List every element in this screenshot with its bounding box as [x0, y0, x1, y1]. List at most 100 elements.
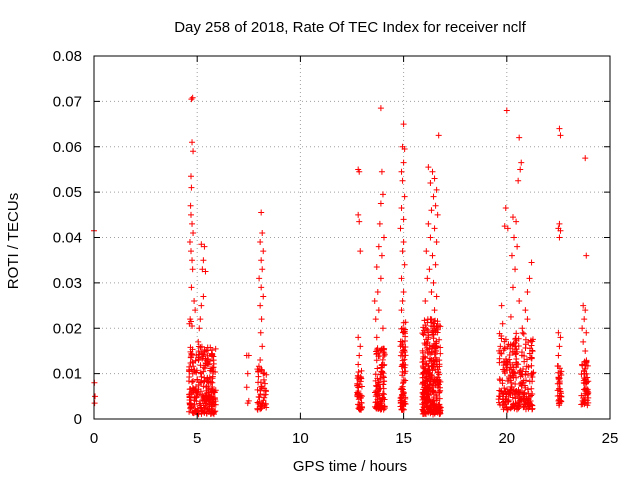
data-point: [498, 350, 505, 357]
data-point: [186, 391, 193, 398]
data-point: [244, 400, 251, 407]
data-point: [516, 298, 523, 305]
data-point: [186, 386, 193, 393]
data-point: [354, 375, 361, 382]
data-point: [189, 266, 196, 273]
data-point: [201, 348, 208, 355]
data-point: [423, 344, 430, 351]
data-point: [512, 343, 519, 350]
data-point: [506, 374, 513, 381]
data-point: [432, 404, 439, 411]
data-point: [355, 361, 362, 368]
data-point: [556, 220, 563, 227]
data-point: [356, 218, 363, 225]
data-point: [433, 343, 440, 350]
data-point: [189, 322, 196, 329]
data-point: [202, 400, 209, 407]
data-point: [509, 348, 516, 355]
data-point: [514, 243, 521, 250]
data-point: [527, 398, 534, 405]
data-point: [198, 241, 205, 248]
data-point: [258, 209, 265, 216]
data-point: [199, 408, 206, 415]
data-point: [517, 367, 524, 374]
data-point: [260, 376, 267, 383]
data-point: [529, 402, 536, 409]
data-point: [432, 348, 439, 355]
data-point: [260, 248, 267, 255]
data-point: [188, 173, 195, 180]
data-point: [200, 257, 207, 264]
data-point: [525, 405, 532, 412]
data-point: [511, 369, 518, 376]
data-point: [431, 400, 438, 407]
data-point: [400, 288, 407, 295]
data-point: [358, 393, 365, 400]
data-point: [497, 393, 504, 400]
data-point: [261, 370, 268, 377]
data-point: [497, 350, 504, 357]
data-point: [397, 225, 404, 232]
data-point: [189, 94, 196, 101]
data-point: [401, 146, 408, 153]
data-point: [431, 175, 438, 182]
data-point: [428, 398, 435, 405]
data-point: [582, 347, 589, 354]
data-point: [188, 284, 195, 291]
data-point: [434, 211, 441, 218]
data-point: [505, 341, 512, 348]
data-point: [186, 239, 193, 246]
data-point: [192, 409, 199, 416]
data-point: [432, 202, 439, 209]
x-tick-label: 5: [193, 430, 201, 447]
data-point: [243, 384, 250, 391]
data-point: [501, 338, 508, 345]
data-point: [258, 402, 265, 409]
data-point: [425, 164, 432, 171]
data-point: [373, 263, 380, 270]
data-point: [521, 358, 528, 365]
data-point: [433, 338, 440, 345]
data-point: [200, 353, 207, 360]
data-point: [257, 357, 264, 364]
data-point: [379, 191, 386, 198]
data-point: [430, 193, 437, 200]
data-point: [400, 376, 407, 383]
data-point: [431, 307, 438, 314]
data-point: [555, 397, 562, 404]
data-point: [503, 393, 510, 400]
data-point: [209, 396, 216, 403]
data-point: [381, 345, 388, 352]
data-point: [507, 313, 514, 320]
data-point: [419, 381, 426, 388]
data-point: [524, 316, 531, 323]
data-point: [504, 360, 511, 367]
data-point: [500, 406, 507, 413]
data-point: [255, 368, 262, 375]
data-point: [261, 391, 268, 398]
data-point: [378, 252, 385, 259]
data-point: [358, 383, 365, 390]
chart-title: Day 258 of 2018, Rate Of TEC Index for r…: [174, 19, 526, 36]
data-point: [257, 329, 264, 336]
data-point: [188, 96, 195, 103]
data-point: [528, 385, 535, 392]
data-point: [208, 368, 215, 375]
data-point: [198, 302, 205, 309]
data-point: [371, 403, 378, 410]
data-point: [428, 319, 435, 326]
data-point: [428, 288, 435, 295]
data-point: [584, 388, 591, 395]
data-point: [190, 363, 197, 370]
y-axis-ticks: 0 0.01 0.02 0.03 0.04 0.05 0.06 0.07 0.08: [53, 48, 610, 428]
data-point: [203, 397, 210, 404]
data-point: [434, 369, 441, 376]
data-point: [358, 367, 365, 374]
data-point: [190, 387, 197, 394]
data-point: [400, 329, 407, 336]
data-point: [400, 239, 407, 246]
data-point: [190, 229, 197, 236]
data-point: [436, 389, 443, 396]
x-tick-label: 20: [498, 430, 515, 447]
